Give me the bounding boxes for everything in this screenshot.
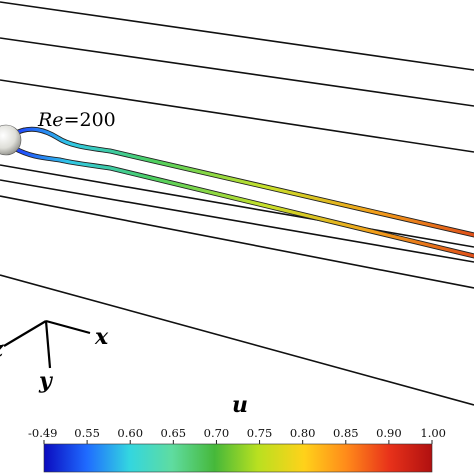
wire-line-2	[0, 37, 474, 107]
colorbar-tick-label: 0.75	[247, 426, 273, 440]
axis-triad	[3, 319, 91, 369]
colorbar-tick-label: 0.80	[290, 426, 316, 440]
colorbar-tick-label: -0.49	[28, 426, 58, 440]
wire-line-6	[0, 195, 474, 289]
colorbar-tick-label: 0.70	[204, 426, 230, 440]
domain-wireframe	[0, 1, 474, 406]
wire-line-3	[0, 79, 474, 153]
sphere	[0, 124, 22, 156]
colorbar-title: u	[232, 392, 248, 418]
re-value: =200	[64, 109, 116, 131]
axis-x-label: x	[94, 324, 109, 350]
axis-z-label: z	[0, 336, 4, 362]
reynolds-label: Re=200	[37, 109, 116, 131]
axis-z-line	[3, 320, 47, 347]
re-symbol: Re	[37, 109, 64, 131]
colorbar-ticks: -0.49 0.55 0.60 0.65 0.70 0.75 0.80 0.85 0.90 1.0…	[28, 426, 446, 444]
colorbar-tick-label: 0.60	[117, 426, 143, 440]
streak-upper	[12, 127, 474, 237]
axis-y-line	[44, 320, 52, 369]
axis-x-line	[45, 319, 91, 335]
colorbar-tick-label: 0.55	[74, 426, 100, 440]
colorbar-tick-label: 0.65	[161, 426, 187, 440]
wire-line-7	[0, 274, 474, 406]
colorbar-tick-label: 1.00	[420, 426, 446, 440]
wire-line-1	[0, 1, 474, 71]
colorbar-tick-label: 0.90	[376, 426, 402, 440]
wire-line-5	[0, 179, 474, 263]
wire-line-4	[0, 164, 474, 248]
colorbar-bar	[43, 443, 433, 473]
colorbar-tick-label: 0.85	[333, 426, 359, 440]
axis-y-label: y	[38, 368, 54, 394]
streak-lower	[12, 146, 474, 258]
wake-streaks	[11, 126, 474, 259]
